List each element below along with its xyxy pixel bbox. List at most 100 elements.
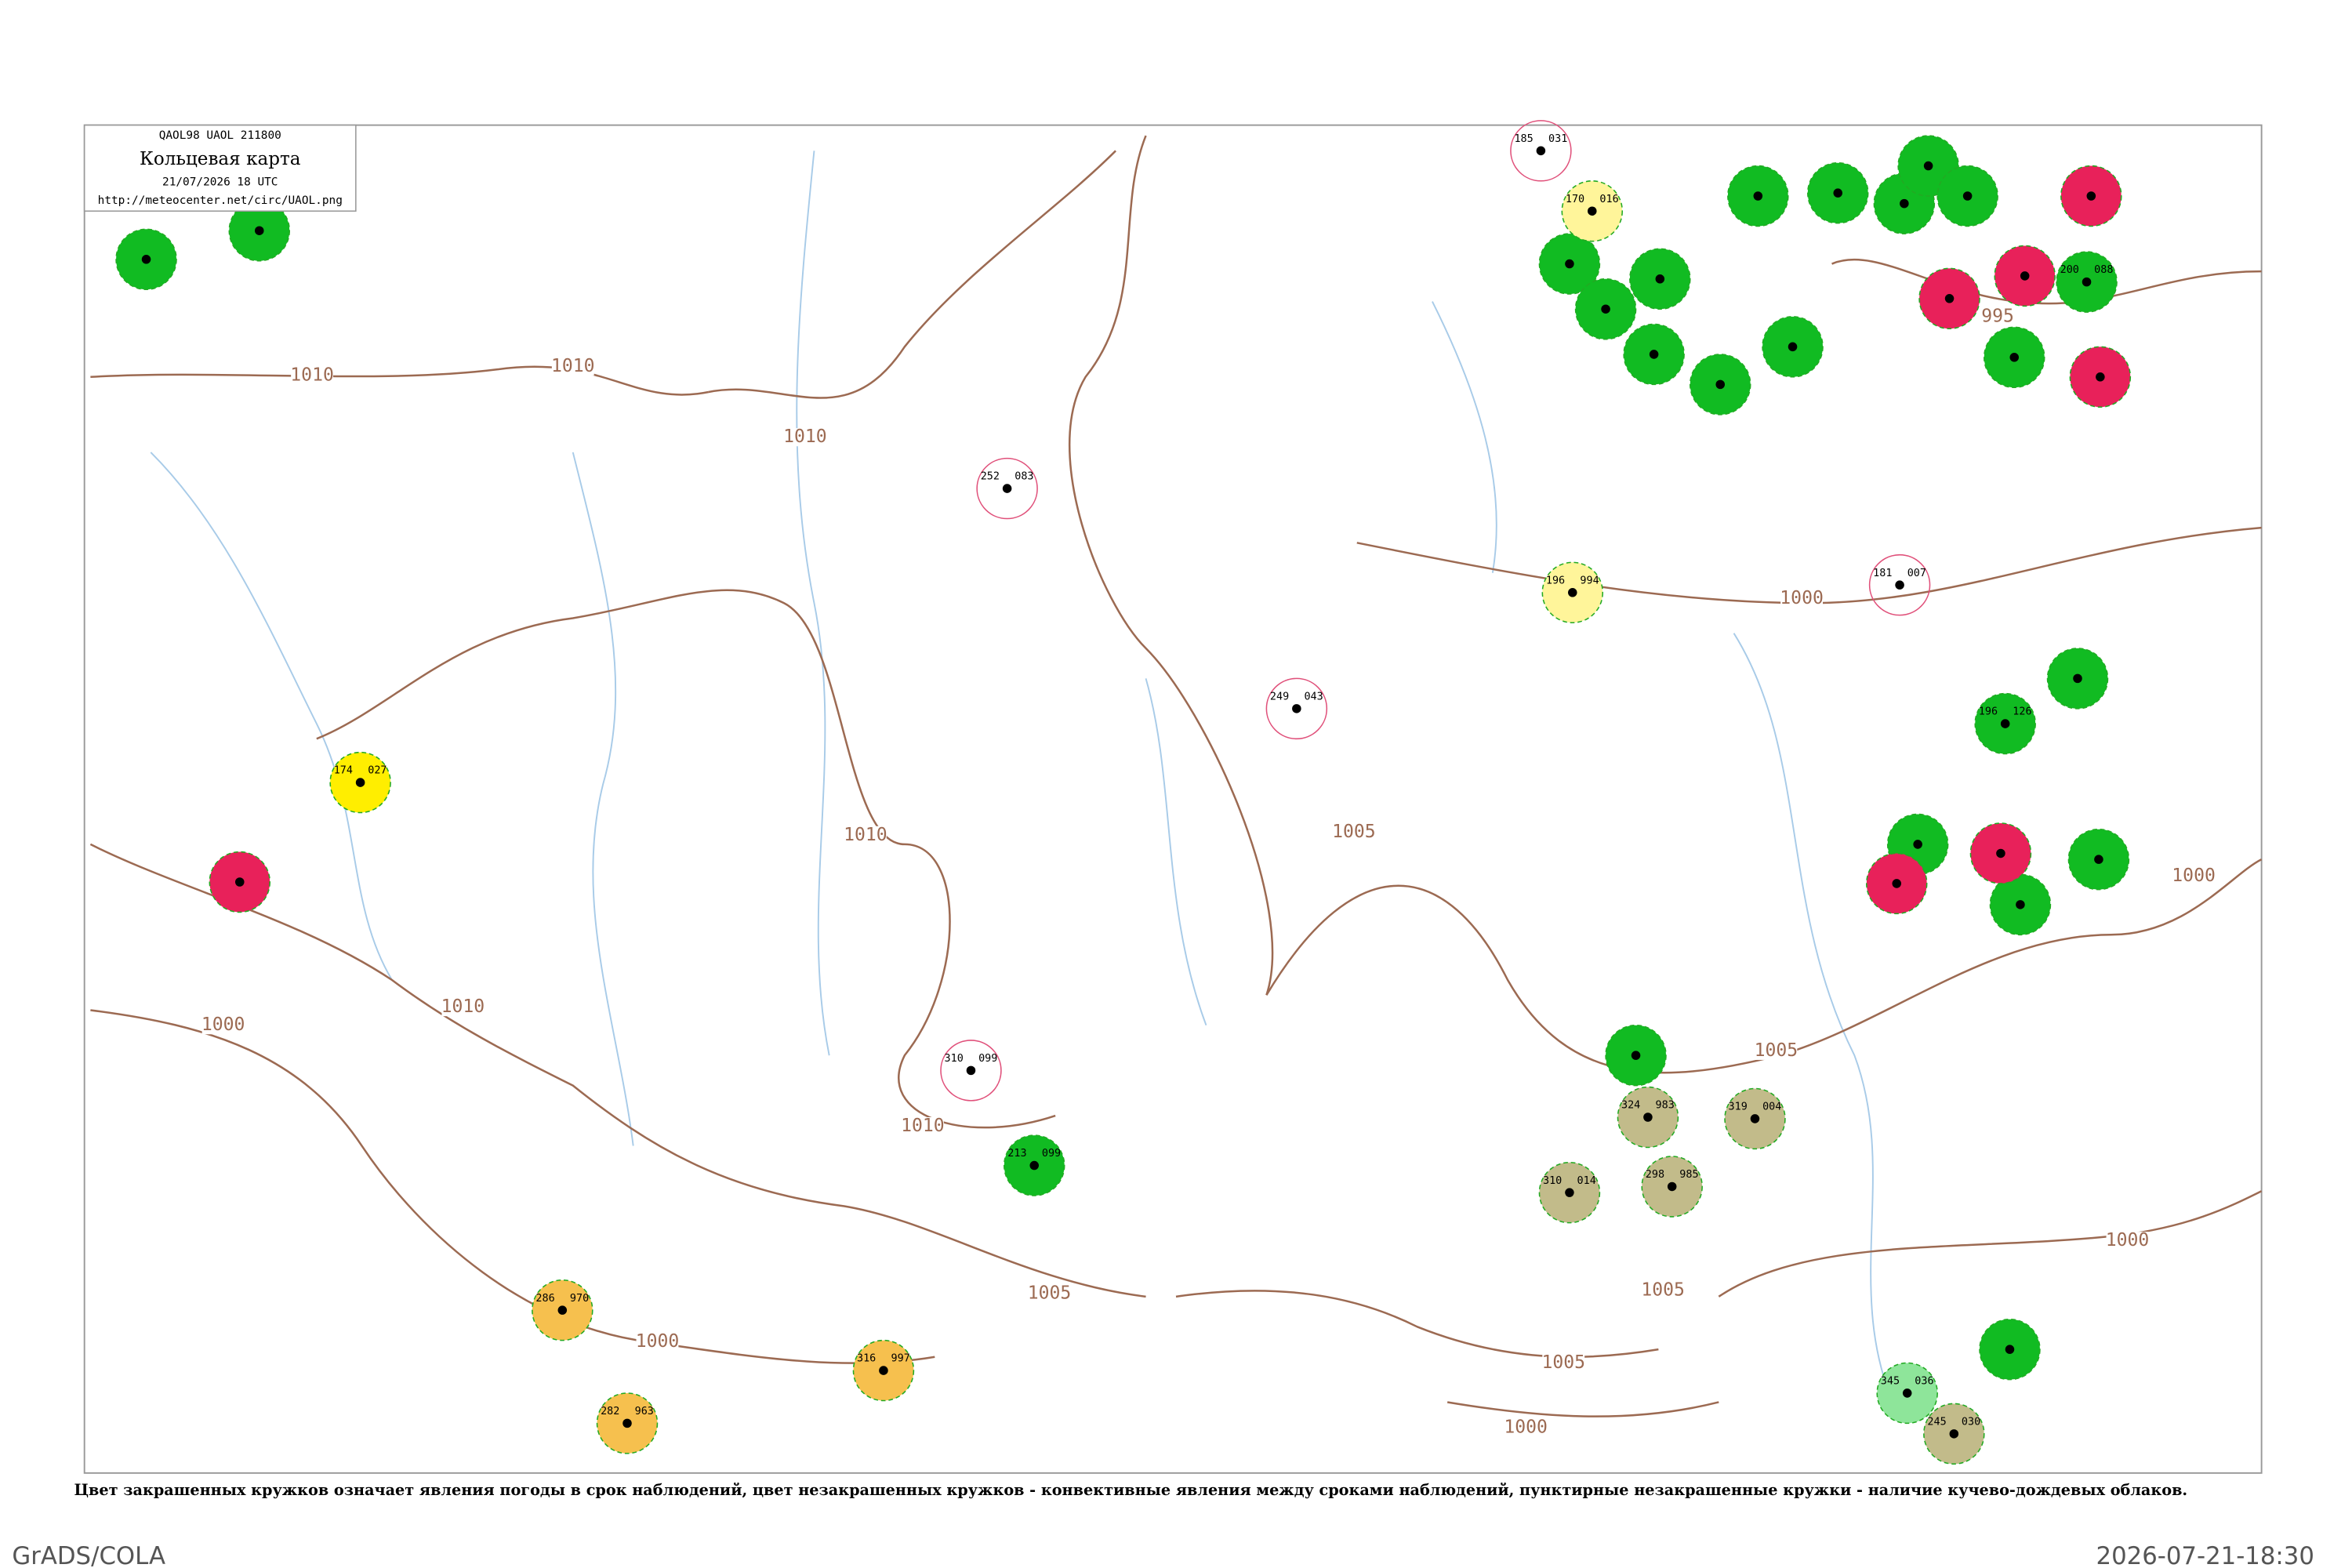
station-pressure: 994 bbox=[1580, 575, 1599, 586]
station-dot bbox=[2020, 271, 2030, 281]
isobar-label-bg bbox=[441, 998, 485, 1017]
station-dot bbox=[2009, 353, 2020, 362]
station-dot bbox=[141, 255, 151, 264]
station-pressure: 030 bbox=[1962, 1416, 1980, 1428]
station-temp: 196 bbox=[1546, 575, 1565, 586]
isobar-label: 1000 bbox=[1504, 1417, 1548, 1438]
header-box bbox=[83, 124, 357, 212]
station-temp: 310 bbox=[945, 1053, 964, 1065]
station-dot bbox=[2000, 719, 2010, 728]
station-dot bbox=[1902, 1388, 1912, 1398]
isobar-label-bg bbox=[2106, 1232, 2149, 1250]
station-pressure: 083 bbox=[1014, 471, 1033, 483]
station-temp: 200 bbox=[2060, 264, 2079, 276]
station-dot bbox=[1292, 704, 1301, 713]
isobar-label-bg bbox=[1333, 823, 1375, 842]
station-dot bbox=[1029, 1160, 1040, 1171]
station-pressure: 963 bbox=[635, 1406, 654, 1417]
station-dot bbox=[1568, 588, 1577, 597]
isobar-label-bg bbox=[201, 1016, 245, 1035]
station-pressure: 004 bbox=[1762, 1102, 1781, 1113]
station-temp: 286 bbox=[535, 1293, 554, 1305]
weather-circle bbox=[1265, 677, 1328, 740]
station-dot bbox=[1649, 350, 1659, 359]
isobar-label: 1005 bbox=[1641, 1280, 1685, 1301]
station-dot bbox=[1655, 274, 1665, 284]
station-dot bbox=[2005, 1345, 2015, 1354]
isobar-label: 1000 bbox=[2172, 866, 2216, 886]
isobar-label-bg bbox=[1542, 1353, 1585, 1373]
station-temp: 249 bbox=[1270, 691, 1289, 702]
isobar-label: 995 bbox=[1981, 306, 2014, 326]
station-dot bbox=[2096, 372, 2105, 382]
isobar-label-bg bbox=[1976, 307, 2020, 326]
station-pressure: 983 bbox=[1656, 1100, 1675, 1112]
rivers bbox=[150, 151, 1900, 1418]
station-dot bbox=[1565, 259, 1574, 269]
station-pressure: 099 bbox=[1042, 1148, 1061, 1160]
station-dot bbox=[1715, 379, 1726, 390]
station-dot bbox=[1833, 188, 1843, 198]
footer-left: GrADS/COLA bbox=[12, 1542, 165, 1568]
station-dot bbox=[622, 1418, 632, 1428]
station-dot bbox=[2016, 900, 2025, 909]
station-dot bbox=[1667, 1181, 1677, 1192]
station-dot bbox=[1002, 484, 1012, 493]
station-temp: 345 bbox=[1881, 1376, 1900, 1388]
isobar-label: 1010 bbox=[441, 996, 485, 1017]
isobar-label: 1005 bbox=[1028, 1283, 1072, 1304]
isobar-label: 1010 bbox=[783, 426, 827, 447]
station-pressure: 088 bbox=[2094, 264, 2113, 276]
station-temp: 213 bbox=[1007, 1148, 1026, 1160]
isobar-label: 1010 bbox=[844, 825, 887, 845]
isobar-label: 1000 bbox=[636, 1331, 680, 1352]
isobar-label-bg bbox=[291, 366, 334, 385]
weather-circle bbox=[1510, 120, 1572, 182]
station-dot bbox=[1750, 1114, 1760, 1123]
isobar-label-bg bbox=[636, 1333, 679, 1352]
weather-circle bbox=[940, 1040, 1002, 1102]
station-dot bbox=[1895, 580, 1904, 590]
station-dot bbox=[1892, 879, 1902, 888]
station-pressure: 016 bbox=[1599, 194, 1618, 205]
station-dot bbox=[966, 1065, 976, 1076]
station-temp: 252 bbox=[981, 471, 1000, 483]
weather-circle bbox=[1868, 554, 1931, 616]
station-temp: 316 bbox=[857, 1353, 876, 1365]
isobar-labels: 1010 1010 1010 1010 1010 1000 1010 1005 1000 1005… bbox=[201, 306, 2216, 1437]
station-pressure: 126 bbox=[2013, 706, 2031, 718]
station-dot bbox=[255, 226, 264, 236]
isobar-label: 1005 bbox=[1755, 1040, 1798, 1061]
station-pressure: 036 bbox=[1915, 1376, 1933, 1388]
station-pressure: 970 bbox=[570, 1293, 589, 1305]
isobar-label: 1000 bbox=[1780, 588, 1824, 608]
station-temp: 245 bbox=[1927, 1416, 1946, 1428]
station-dot bbox=[1949, 1429, 1959, 1439]
station-temp: 319 bbox=[1729, 1102, 1748, 1113]
isobar-label-bg bbox=[1642, 1281, 1685, 1300]
station-dot bbox=[1900, 198, 1909, 209]
station-dot bbox=[1996, 848, 2005, 858]
station-dot bbox=[1944, 294, 1955, 303]
station-dot bbox=[1962, 191, 1973, 201]
isobar-label-bg bbox=[1755, 1041, 1798, 1060]
station-dot bbox=[1753, 191, 1763, 201]
isobar-label: 1000 bbox=[2106, 1230, 2150, 1250]
station-dot bbox=[1536, 146, 1546, 156]
isobar-label-bg bbox=[1780, 589, 1824, 608]
station-dot bbox=[1588, 206, 1597, 216]
isobar-label-bg bbox=[1028, 1284, 1071, 1303]
isobar-label: 1010 bbox=[901, 1116, 945, 1136]
isobar-label-bg bbox=[902, 1117, 944, 1136]
isobars bbox=[89, 135, 2263, 1417]
station-pressure: 014 bbox=[1577, 1175, 1596, 1187]
station-dot bbox=[1631, 1051, 1641, 1060]
station-pressure: 043 bbox=[1304, 691, 1323, 702]
station-dot bbox=[1643, 1112, 1653, 1122]
weather-circle bbox=[976, 457, 1038, 520]
station-temp: 282 bbox=[601, 1406, 619, 1417]
station-dot bbox=[1923, 161, 1933, 171]
station-pressure: 031 bbox=[1548, 133, 1567, 145]
isobar-label: 1000 bbox=[201, 1014, 245, 1035]
